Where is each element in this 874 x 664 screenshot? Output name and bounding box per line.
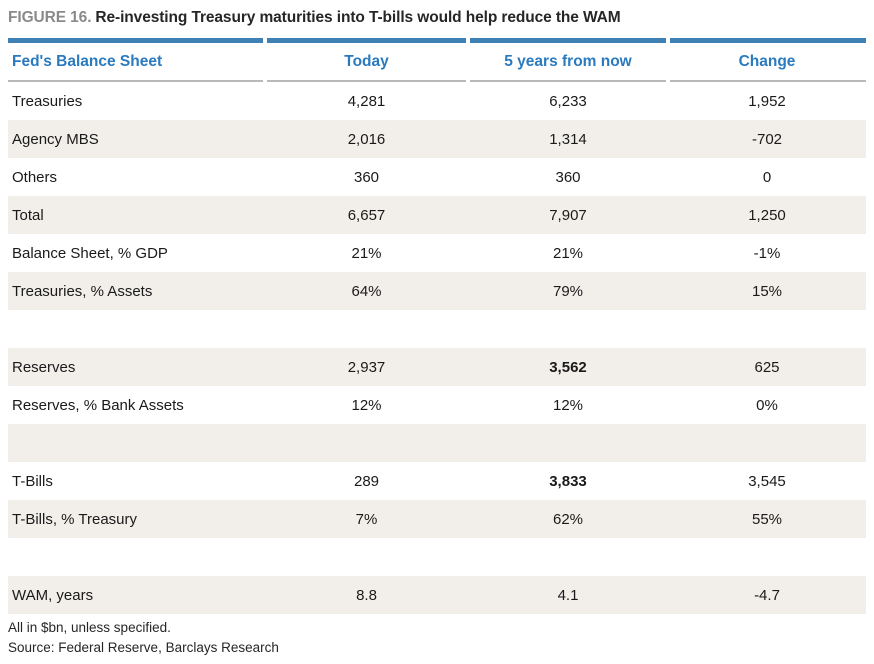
- cell-today: 6,657: [347, 206, 386, 224]
- cell-future: 3,562: [549, 358, 587, 376]
- header-divider: [8, 80, 866, 82]
- cell-future: 1,314: [549, 130, 587, 148]
- cell-today: 360: [353, 168, 380, 186]
- cell-change: 1,952: [748, 92, 786, 110]
- figure-number: FIGURE 16.: [8, 9, 92, 26]
- column-header-5-years: 5 years from now: [504, 52, 632, 70]
- cell-today: 2,016: [347, 130, 386, 148]
- table-row: Total 6,657 7,907 1,250: [8, 196, 866, 234]
- table-row: Others 360 360 0: [8, 158, 866, 196]
- figure-title: FIGURE 16. Re-investing Treasury maturiti…: [8, 7, 866, 29]
- table-row: Balance Sheet, % GDP 21% 21% -1%: [8, 234, 866, 272]
- cell-today: 64%: [351, 282, 382, 300]
- cell-change: 3,545: [748, 472, 786, 490]
- cell-change: 0%: [756, 396, 778, 414]
- cell-label: WAM, years: [12, 586, 94, 604]
- cell-change: -4.7: [754, 586, 780, 604]
- top-border-segment: [8, 38, 263, 43]
- cell-future: 4.1: [557, 586, 579, 604]
- column-header-today: Today: [344, 52, 389, 70]
- table-row: [8, 424, 866, 462]
- table-row: Reserves, % Bank Assets 12% 12% 0%: [8, 386, 866, 424]
- cell-label: Reserves, % Bank Assets: [12, 396, 184, 414]
- cell-change: 625: [754, 358, 780, 376]
- header-divider-segment: [470, 80, 666, 82]
- table-body: Treasuries 4,281 6,233 1,952 Agency MBS 2,016…: [8, 82, 866, 614]
- top-border-segment: [470, 38, 666, 43]
- figure-footnotes: All in $bn, unless specified. Source: Fe…: [8, 618, 866, 658]
- cell-today: 7%: [355, 510, 378, 528]
- cell-today: 289: [353, 472, 380, 490]
- cell-today: 12%: [351, 396, 382, 414]
- table-row: [8, 310, 866, 348]
- column-header-balance-sheet: Fed's Balance Sheet: [12, 52, 163, 70]
- cell-label: Reserves: [12, 358, 76, 376]
- table-row: Treasuries, % Assets 64% 79% 15%: [8, 272, 866, 310]
- cell-today: 2,937: [347, 358, 386, 376]
- cell-future: 3,833: [549, 472, 587, 490]
- cell-label: Others: [12, 168, 58, 186]
- cell-future: 62%: [552, 510, 584, 528]
- cell-label: Agency MBS: [12, 130, 99, 148]
- table-row: Agency MBS 2,016 1,314 -702: [8, 120, 866, 158]
- table-top-border: [8, 38, 866, 43]
- footnote-source: Source: Federal Reserve, Barclays Resear…: [8, 640, 279, 655]
- cell-future: 12%: [552, 396, 584, 414]
- cell-label: Total: [12, 206, 44, 224]
- cell-future: 6,233: [549, 92, 587, 110]
- column-header-change: Change: [738, 52, 796, 70]
- cell-future: 360: [555, 168, 581, 186]
- table-row: Treasuries 4,281 6,233 1,952: [8, 82, 866, 120]
- figure-heading: Re-investing Treasury maturities into T-…: [95, 9, 621, 26]
- table-row: WAM, years 8.8 4.1 -4.7: [8, 576, 866, 614]
- cell-label: T-Bills: [12, 472, 53, 490]
- header-divider-segment: [670, 80, 866, 82]
- footnote-units: All in $bn, unless specified.: [8, 620, 171, 635]
- header-divider-segment: [267, 80, 466, 82]
- cell-today: 8.8: [356, 586, 377, 604]
- cell-today: 21%: [351, 244, 382, 262]
- top-border-segment: [670, 38, 866, 43]
- cell-future: 79%: [552, 282, 584, 300]
- header-divider-segment: [8, 80, 263, 82]
- cell-change: -1%: [753, 244, 781, 262]
- table-row: T-Bills, % Treasury 7% 62% 55%: [8, 500, 866, 538]
- cell-label: Treasuries, % Assets: [12, 282, 153, 300]
- cell-future: 7,907: [549, 206, 587, 224]
- cell-label: T-Bills, % Treasury: [12, 510, 138, 528]
- table-row: [8, 538, 866, 576]
- cell-future: 21%: [552, 244, 584, 262]
- cell-label: Treasuries: [12, 92, 83, 110]
- table-row: Reserves 2,937 3,562 625: [8, 348, 866, 386]
- cell-change: 0: [762, 168, 772, 186]
- balance-sheet-table: Fed's Balance Sheet Today 5 years from n…: [8, 38, 866, 614]
- cell-change: 1,250: [748, 206, 786, 224]
- table-row: T-Bills 289 3,833 3,545: [8, 462, 866, 500]
- top-border-segment: [267, 38, 466, 43]
- table-header-row: Fed's Balance Sheet Today 5 years from n…: [8, 43, 866, 80]
- cell-today: 4,281: [347, 92, 386, 110]
- cell-change: 55%: [751, 510, 783, 528]
- cell-change: 15%: [751, 282, 783, 300]
- cell-label: Balance Sheet, % GDP: [12, 244, 168, 262]
- cell-change: -702: [751, 130, 783, 148]
